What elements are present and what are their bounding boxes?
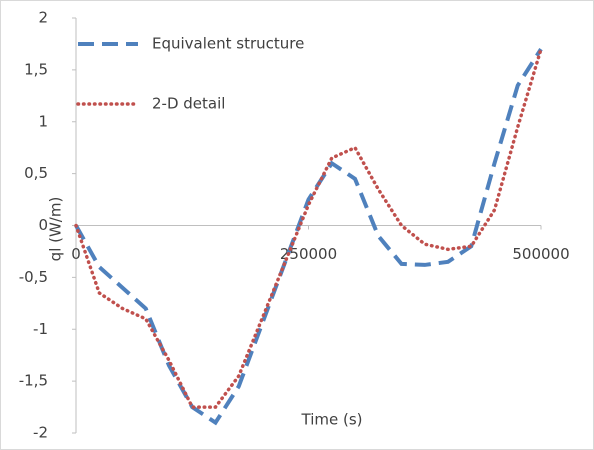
y-tick-label: 0,5 bbox=[24, 164, 48, 182]
series-line bbox=[74, 48, 543, 426]
x-tick-label: 250000 bbox=[280, 245, 337, 263]
y-tick-label: 1,5 bbox=[24, 60, 48, 78]
x-axis-label: Time (s) bbox=[301, 411, 363, 429]
y-tick-label: 1 bbox=[38, 112, 48, 130]
legend-label: 2-D detail bbox=[152, 95, 225, 113]
y-axis-label: ql (W/m) bbox=[47, 197, 65, 262]
y-tick-label: -1 bbox=[33, 320, 48, 338]
x-tick-label: 0 bbox=[71, 245, 81, 263]
legend-label: Equivalent structure bbox=[152, 35, 304, 53]
y-tick-label: -1,5 bbox=[19, 372, 48, 390]
series-line bbox=[74, 47, 543, 409]
x-tick-label: 500000 bbox=[512, 245, 569, 263]
y-tick-label: 0 bbox=[38, 216, 48, 234]
y-tick-label: -2 bbox=[33, 424, 48, 442]
y-tick-label: -0,5 bbox=[19, 268, 48, 286]
y-tick-label: 2 bbox=[38, 9, 48, 27]
